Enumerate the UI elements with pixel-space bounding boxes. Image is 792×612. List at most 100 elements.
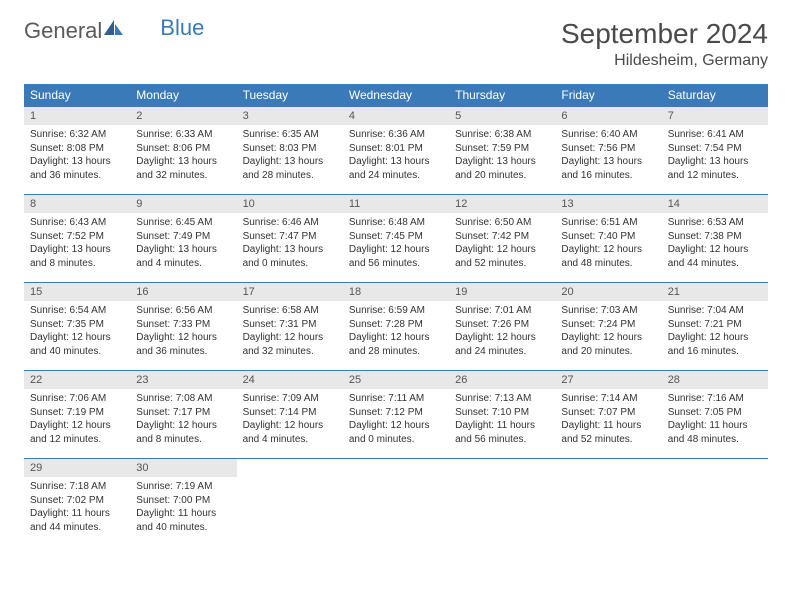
day-details: Sunrise: 7:06 AMSunset: 7:19 PMDaylight:…	[24, 389, 130, 452]
calendar-day-cell	[555, 459, 661, 547]
day-details: Sunrise: 6:32 AMSunset: 8:08 PMDaylight:…	[24, 125, 130, 188]
calendar-day-cell: 28Sunrise: 7:16 AMSunset: 7:05 PMDayligh…	[662, 371, 768, 459]
logo-text-blue: Blue	[160, 15, 204, 41]
calendar-day-cell	[662, 459, 768, 547]
day-number: 27	[555, 371, 661, 389]
calendar-day-cell: 13Sunrise: 6:51 AMSunset: 7:40 PMDayligh…	[555, 195, 661, 283]
calendar-day-cell: 2Sunrise: 6:33 AMSunset: 8:06 PMDaylight…	[130, 107, 236, 195]
day-number: 2	[130, 107, 236, 125]
day-number: 10	[237, 195, 343, 213]
day-number: 7	[662, 107, 768, 125]
calendar-day-cell: 15Sunrise: 6:54 AMSunset: 7:35 PMDayligh…	[24, 283, 130, 371]
day-number: 17	[237, 283, 343, 301]
day-number: 29	[24, 459, 130, 477]
calendar-day-cell: 22Sunrise: 7:06 AMSunset: 7:19 PMDayligh…	[24, 371, 130, 459]
calendar-day-cell: 9Sunrise: 6:45 AMSunset: 7:49 PMDaylight…	[130, 195, 236, 283]
day-details: Sunrise: 6:36 AMSunset: 8:01 PMDaylight:…	[343, 125, 449, 188]
calendar-day-cell: 6Sunrise: 6:40 AMSunset: 7:56 PMDaylight…	[555, 107, 661, 195]
calendar-day-cell: 18Sunrise: 6:59 AMSunset: 7:28 PMDayligh…	[343, 283, 449, 371]
day-number: 6	[555, 107, 661, 125]
calendar-day-cell: 5Sunrise: 6:38 AMSunset: 7:59 PMDaylight…	[449, 107, 555, 195]
calendar-table: SundayMondayTuesdayWednesdayThursdayFrid…	[24, 84, 768, 547]
calendar-week-row: 1Sunrise: 6:32 AMSunset: 8:08 PMDaylight…	[24, 107, 768, 195]
day-details: Sunrise: 7:16 AMSunset: 7:05 PMDaylight:…	[662, 389, 768, 452]
day-details: Sunrise: 7:01 AMSunset: 7:26 PMDaylight:…	[449, 301, 555, 364]
weekday-header: Friday	[555, 84, 661, 107]
day-details: Sunrise: 7:18 AMSunset: 7:02 PMDaylight:…	[24, 477, 130, 540]
day-number: 11	[343, 195, 449, 213]
calendar-day-cell: 20Sunrise: 7:03 AMSunset: 7:24 PMDayligh…	[555, 283, 661, 371]
day-details: Sunrise: 6:45 AMSunset: 7:49 PMDaylight:…	[130, 213, 236, 276]
day-details: Sunrise: 6:38 AMSunset: 7:59 PMDaylight:…	[449, 125, 555, 188]
weekday-header: Tuesday	[237, 84, 343, 107]
day-details: Sunrise: 6:43 AMSunset: 7:52 PMDaylight:…	[24, 213, 130, 276]
calendar-day-cell: 26Sunrise: 7:13 AMSunset: 7:10 PMDayligh…	[449, 371, 555, 459]
day-number: 24	[237, 371, 343, 389]
day-details: Sunrise: 7:19 AMSunset: 7:00 PMDaylight:…	[130, 477, 236, 540]
day-details: Sunrise: 6:56 AMSunset: 7:33 PMDaylight:…	[130, 301, 236, 364]
calendar-day-cell: 8Sunrise: 6:43 AMSunset: 7:52 PMDaylight…	[24, 195, 130, 283]
day-details: Sunrise: 7:14 AMSunset: 7:07 PMDaylight:…	[555, 389, 661, 452]
calendar-day-cell: 1Sunrise: 6:32 AMSunset: 8:08 PMDaylight…	[24, 107, 130, 195]
day-number: 28	[662, 371, 768, 389]
day-details: Sunrise: 6:54 AMSunset: 7:35 PMDaylight:…	[24, 301, 130, 364]
calendar-week-row: 22Sunrise: 7:06 AMSunset: 7:19 PMDayligh…	[24, 371, 768, 459]
location: Hildesheim, Germany	[561, 52, 768, 70]
day-details: Sunrise: 6:58 AMSunset: 7:31 PMDaylight:…	[237, 301, 343, 364]
header: General Blue September 2024 Hildesheim, …	[24, 18, 768, 70]
day-details: Sunrise: 7:11 AMSunset: 7:12 PMDaylight:…	[343, 389, 449, 452]
calendar-day-cell: 10Sunrise: 6:46 AMSunset: 7:47 PMDayligh…	[237, 195, 343, 283]
day-number: 12	[449, 195, 555, 213]
calendar-day-cell: 27Sunrise: 7:14 AMSunset: 7:07 PMDayligh…	[555, 371, 661, 459]
day-number: 13	[555, 195, 661, 213]
day-details: Sunrise: 6:50 AMSunset: 7:42 PMDaylight:…	[449, 213, 555, 276]
calendar-day-cell: 4Sunrise: 6:36 AMSunset: 8:01 PMDaylight…	[343, 107, 449, 195]
day-details: Sunrise: 7:13 AMSunset: 7:10 PMDaylight:…	[449, 389, 555, 452]
calendar-day-cell	[449, 459, 555, 547]
day-details: Sunrise: 6:35 AMSunset: 8:03 PMDaylight:…	[237, 125, 343, 188]
calendar-day-cell	[343, 459, 449, 547]
calendar-day-cell: 19Sunrise: 7:01 AMSunset: 7:26 PMDayligh…	[449, 283, 555, 371]
day-number: 23	[130, 371, 236, 389]
day-number: 14	[662, 195, 768, 213]
day-number: 26	[449, 371, 555, 389]
calendar-day-cell: 12Sunrise: 6:50 AMSunset: 7:42 PMDayligh…	[449, 195, 555, 283]
calendar-day-cell: 11Sunrise: 6:48 AMSunset: 7:45 PMDayligh…	[343, 195, 449, 283]
calendar-day-cell: 17Sunrise: 6:58 AMSunset: 7:31 PMDayligh…	[237, 283, 343, 371]
calendar-week-row: 15Sunrise: 6:54 AMSunset: 7:35 PMDayligh…	[24, 283, 768, 371]
day-details: Sunrise: 6:40 AMSunset: 7:56 PMDaylight:…	[555, 125, 661, 188]
calendar-day-cell: 30Sunrise: 7:19 AMSunset: 7:00 PMDayligh…	[130, 459, 236, 547]
weekday-header: Sunday	[24, 84, 130, 107]
day-number: 3	[237, 107, 343, 125]
day-number: 16	[130, 283, 236, 301]
calendar-day-cell: 14Sunrise: 6:53 AMSunset: 7:38 PMDayligh…	[662, 195, 768, 283]
day-number: 15	[24, 283, 130, 301]
logo-sail-icon	[104, 20, 124, 41]
weekday-header: Wednesday	[343, 84, 449, 107]
day-number: 1	[24, 107, 130, 125]
day-details: Sunrise: 7:03 AMSunset: 7:24 PMDaylight:…	[555, 301, 661, 364]
day-number: 8	[24, 195, 130, 213]
calendar-day-cell: 7Sunrise: 6:41 AMSunset: 7:54 PMDaylight…	[662, 107, 768, 195]
calendar-day-cell: 29Sunrise: 7:18 AMSunset: 7:02 PMDayligh…	[24, 459, 130, 547]
day-details: Sunrise: 6:33 AMSunset: 8:06 PMDaylight:…	[130, 125, 236, 188]
calendar-day-cell: 23Sunrise: 7:08 AMSunset: 7:17 PMDayligh…	[130, 371, 236, 459]
day-details: Sunrise: 6:53 AMSunset: 7:38 PMDaylight:…	[662, 213, 768, 276]
month-title: September 2024	[561, 18, 768, 50]
day-number: 30	[130, 459, 236, 477]
weekday-header: Monday	[130, 84, 236, 107]
day-number: 5	[449, 107, 555, 125]
calendar-day-cell: 25Sunrise: 7:11 AMSunset: 7:12 PMDayligh…	[343, 371, 449, 459]
day-details: Sunrise: 6:48 AMSunset: 7:45 PMDaylight:…	[343, 213, 449, 276]
calendar-day-cell: 21Sunrise: 7:04 AMSunset: 7:21 PMDayligh…	[662, 283, 768, 371]
calendar-day-cell: 24Sunrise: 7:09 AMSunset: 7:14 PMDayligh…	[237, 371, 343, 459]
day-number: 19	[449, 283, 555, 301]
day-details: Sunrise: 7:09 AMSunset: 7:14 PMDaylight:…	[237, 389, 343, 452]
weekday-header: Thursday	[449, 84, 555, 107]
day-number: 25	[343, 371, 449, 389]
day-number: 21	[662, 283, 768, 301]
day-number: 9	[130, 195, 236, 213]
day-number: 4	[343, 107, 449, 125]
day-number: 18	[343, 283, 449, 301]
logo: General Blue	[24, 18, 204, 44]
